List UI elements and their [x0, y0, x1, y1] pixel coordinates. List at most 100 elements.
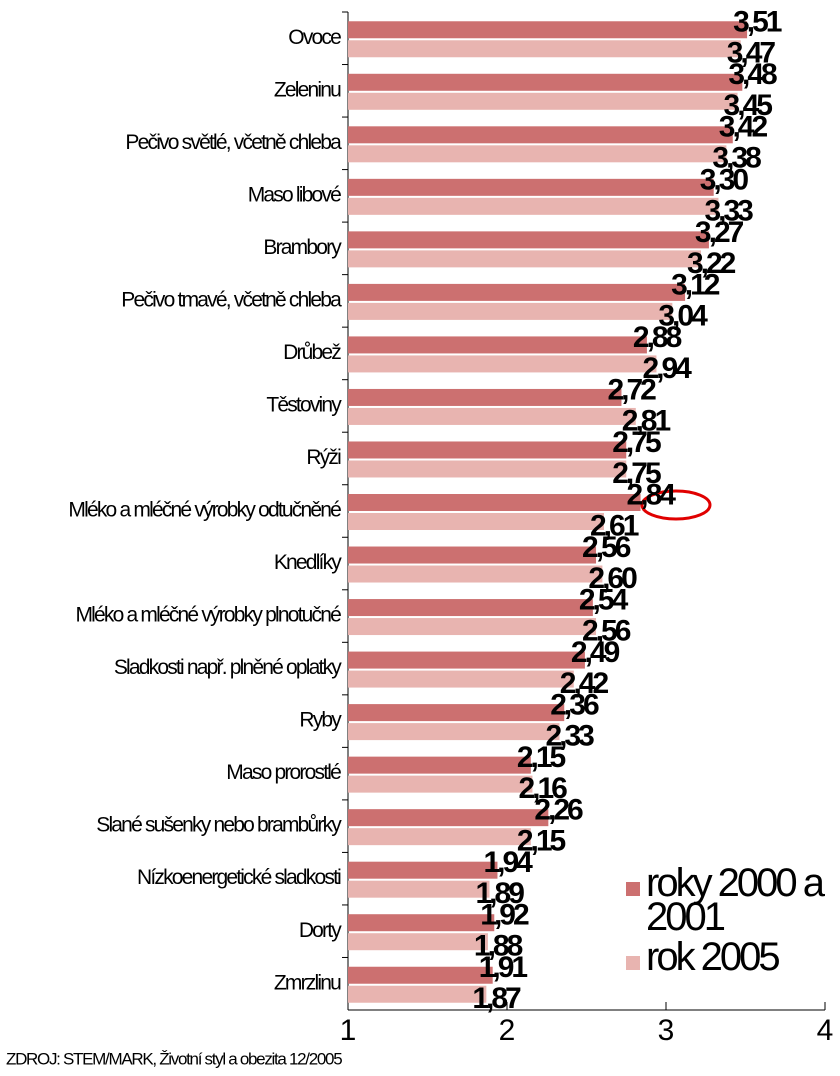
data-label: 3,45 — [724, 89, 773, 122]
bar — [348, 250, 701, 268]
data-label: 3,47 — [727, 37, 776, 70]
bar — [348, 828, 531, 846]
bar — [348, 197, 719, 215]
legend-swatch — [626, 956, 640, 970]
y-tick-label: Dorty — [299, 919, 342, 942]
x-tick-label: 2 — [499, 1014, 516, 1047]
bar — [348, 618, 597, 636]
y-tick-label: Pečivo světlé, včetně chleba — [125, 131, 342, 154]
bar — [348, 914, 495, 932]
bar — [348, 494, 641, 511]
data-label: 2,15 — [517, 741, 566, 774]
data-label: 2,72 — [607, 373, 656, 406]
legend-label: roky 2000 a 2001 — [646, 861, 825, 939]
data-label: 2,94 — [642, 352, 692, 385]
data-label: 1,91 — [479, 951, 528, 984]
y-tick-label: Zeleninu — [274, 78, 341, 101]
y-tick-label: Nízkoenergetické sladkosti — [137, 866, 341, 889]
bar — [348, 809, 549, 827]
bar — [348, 460, 627, 478]
bar — [348, 756, 531, 774]
x-tick-label: 1 — [340, 1014, 357, 1047]
y-tick-label: Rýži — [306, 446, 341, 469]
y-tick-label: Slané sušenky nebo brambůrky — [96, 814, 342, 837]
y-tick-label: Zmrzlinu — [274, 971, 341, 994]
bar — [348, 407, 636, 425]
bar — [348, 145, 727, 163]
data-label: 3,12 — [671, 268, 720, 301]
data-label: 1,89 — [476, 877, 525, 910]
bar — [348, 546, 597, 564]
data-label: 2,56 — [582, 531, 631, 564]
y-tick-label: Maso prorostlé — [226, 761, 341, 784]
y-tick-label: Knedlíky — [274, 551, 342, 574]
data-label: 1,94 — [483, 846, 533, 879]
data-label: 3,30 — [700, 163, 749, 196]
data-label: 2,54 — [579, 583, 629, 616]
data-label: 2,88 — [633, 321, 682, 354]
bar — [348, 861, 498, 879]
highlight-ellipse — [640, 489, 712, 521]
data-label: 2,36 — [550, 689, 599, 722]
bar — [348, 302, 673, 320]
data-label: 2,61 — [590, 509, 639, 542]
data-label: 1,92 — [480, 899, 529, 932]
data-label: 2,56 — [582, 614, 631, 647]
data-label: 3,04 — [658, 299, 708, 332]
y-tick-label: Mléko a mléčné výrobky odtučněné — [68, 499, 341, 522]
bar — [348, 513, 604, 530]
bar — [348, 126, 733, 144]
bar — [348, 775, 533, 793]
bar — [348, 388, 622, 406]
bar — [348, 966, 493, 984]
data-label: 2,84 — [627, 478, 677, 511]
bar — [348, 670, 574, 688]
y-tick-label: Brambory — [263, 236, 342, 259]
bar — [348, 723, 560, 741]
bar — [348, 880, 490, 898]
data-label: 2,75 — [612, 426, 661, 459]
data-label: 2,49 — [571, 636, 620, 669]
bar — [348, 565, 603, 583]
x-tick-label: 4 — [817, 1014, 834, 1047]
data-label: 1,88 — [474, 930, 523, 963]
bar — [348, 599, 593, 617]
data-label: 3,27 — [695, 216, 744, 249]
data-label: 2,81 — [622, 404, 671, 437]
bar — [348, 73, 743, 91]
data-label: 3,48 — [728, 58, 777, 91]
data-label: 2,42 — [560, 667, 609, 700]
data-label: 3,42 — [719, 111, 768, 144]
y-tick-label: Sladkosti např. plněné oplatky — [114, 656, 342, 679]
legend-swatch — [626, 882, 640, 896]
y-tick-label: Pečivo tmavé, včetně chleba — [121, 288, 342, 311]
y-tick-label: Ovoce — [288, 26, 341, 49]
y-tick-label: Drůbež — [283, 341, 341, 364]
y-tick-label: Maso libové — [248, 183, 341, 206]
bar — [348, 283, 686, 301]
y-tick-label: Těstoviny — [266, 393, 342, 416]
bar — [348, 92, 738, 110]
data-label: 2,26 — [534, 794, 583, 827]
data-label: 2,75 — [612, 457, 661, 490]
bar — [348, 933, 488, 951]
data-label: 2,15 — [517, 825, 566, 858]
data-label: 2,16 — [518, 772, 567, 805]
bar — [348, 355, 657, 373]
bar — [348, 651, 585, 669]
data-label: 2,60 — [588, 562, 637, 595]
data-label: 2,33 — [545, 720, 594, 753]
data-label: 3,33 — [704, 194, 753, 227]
bar — [348, 231, 709, 249]
data-label: 3,38 — [712, 142, 761, 175]
source: ZDROJ: STEM/MARK, Životní styl a obezita… — [6, 1049, 342, 1068]
bar — [348, 704, 565, 722]
y-tick-label: Mléko a mléčné výrobky plnotučné — [75, 604, 341, 627]
legend-label: rok 2005 — [646, 935, 781, 979]
bar — [348, 336, 647, 354]
bar — [348, 21, 748, 39]
x-tick-label: 3 — [658, 1014, 675, 1047]
y-tick-label: Ryby — [299, 709, 342, 732]
bar — [348, 441, 627, 459]
